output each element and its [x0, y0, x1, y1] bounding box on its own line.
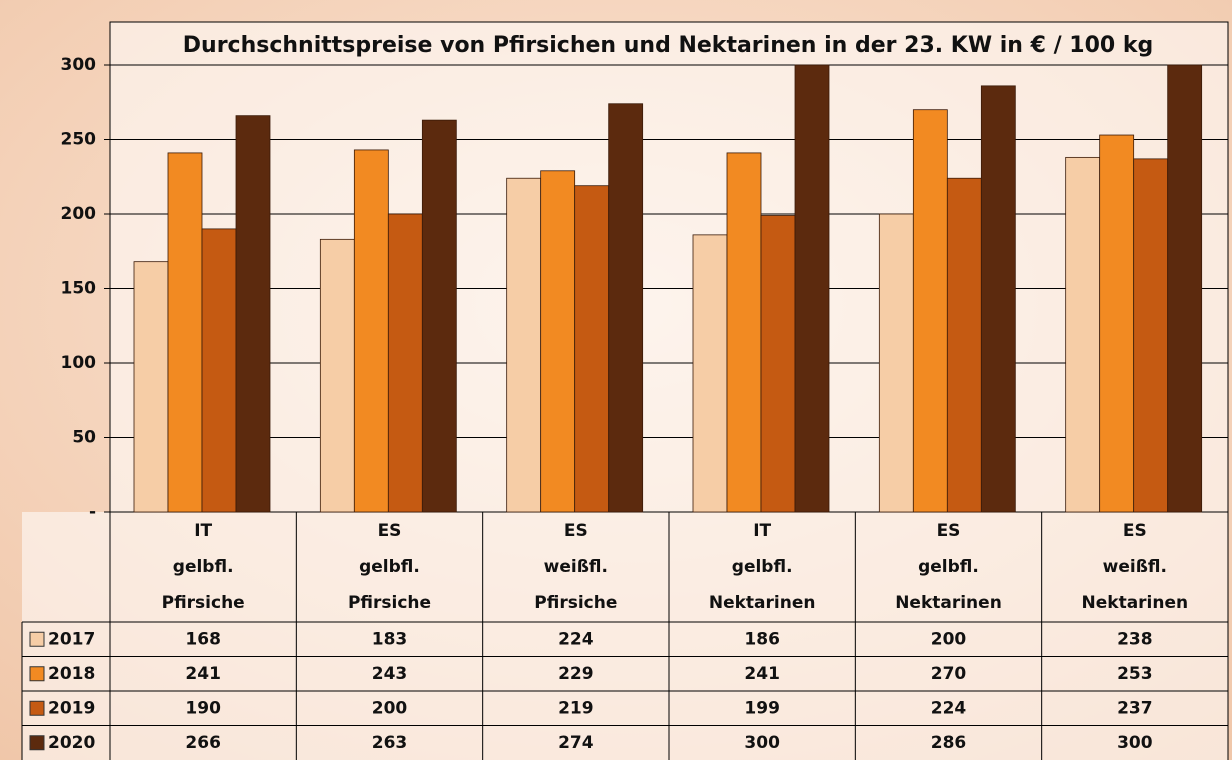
table-value: 237: [1117, 698, 1153, 718]
table-value: 200: [372, 698, 408, 718]
y-tick-label: 150: [61, 279, 97, 299]
x-tick-label: Pfirsiche: [534, 593, 617, 613]
bar: [168, 153, 202, 512]
table-value: 219: [558, 698, 594, 718]
y-tick-label: 50: [72, 428, 96, 448]
x-tick-label: ES: [564, 521, 588, 541]
table-value: 300: [1117, 733, 1153, 753]
bar: [981, 86, 1015, 512]
x-tick-label: gelbfl.: [173, 557, 234, 577]
bar: [575, 186, 609, 512]
bar: [1100, 135, 1134, 512]
table-value: 168: [185, 629, 221, 649]
table-value: 224: [558, 629, 594, 649]
bar: [913, 110, 947, 512]
bar: [727, 153, 761, 512]
x-tick-label: weißfl.: [544, 557, 608, 577]
bar: [388, 214, 422, 512]
table-value: 199: [744, 698, 780, 718]
bar: [1134, 159, 1168, 512]
chart: Durchschnittspreise von Pfirsichen und N…: [0, 0, 1232, 760]
bar: [422, 120, 456, 512]
y-tick-label: 300: [61, 55, 97, 75]
legend-swatch: [30, 701, 44, 715]
x-tick-label: IT: [753, 521, 771, 541]
table-value: 186: [744, 629, 780, 649]
x-tick-label: Pfirsiche: [348, 593, 431, 613]
x-tick-label: ES: [937, 521, 961, 541]
table-value: 266: [185, 733, 221, 753]
bar: [693, 235, 727, 512]
plot-area: [110, 22, 1228, 512]
bar: [609, 104, 643, 512]
table-value: 253: [1117, 664, 1153, 684]
legend-label: 2018: [48, 664, 95, 684]
bar: [354, 150, 388, 512]
bar: [761, 215, 795, 512]
table-value: 183: [372, 629, 408, 649]
bar: [134, 262, 168, 512]
y-tick-label: 250: [61, 130, 97, 150]
bar: [236, 116, 270, 512]
legend-swatch: [30, 736, 44, 750]
x-tick-label: Nektarinen: [895, 593, 1002, 613]
bar: [1066, 157, 1100, 512]
y-tick-label: 200: [61, 204, 97, 224]
table-value: 241: [744, 664, 780, 684]
table-value: 270: [931, 664, 967, 684]
bar: [1168, 65, 1202, 512]
x-tick-label: Nektarinen: [1082, 593, 1189, 613]
bar: [507, 178, 541, 512]
x-tick-label: gelbfl.: [918, 557, 979, 577]
table-value: 300: [744, 733, 780, 753]
x-tick-label: ES: [1123, 521, 1147, 541]
legend-swatch: [30, 632, 44, 646]
x-tick-label: gelbfl.: [359, 557, 420, 577]
bar: [320, 239, 354, 512]
table-value: 243: [372, 664, 408, 684]
x-tick-label: gelbfl.: [732, 557, 793, 577]
table-value: 238: [1117, 629, 1153, 649]
table-value: 241: [185, 664, 221, 684]
chart-title: Durchschnittspreise von Pfirsichen und N…: [183, 33, 1153, 58]
legend-swatch: [30, 667, 44, 681]
bar: [541, 171, 575, 512]
x-tick-label: weißfl.: [1103, 557, 1167, 577]
table-value: 274: [558, 733, 594, 753]
table-value: 229: [558, 664, 594, 684]
legend-label: 2020: [48, 733, 95, 753]
bar: [947, 178, 981, 512]
table-value: 190: [185, 698, 221, 718]
bar: [795, 65, 829, 512]
y-tick-label: -: [89, 502, 96, 522]
table-value: 263: [372, 733, 408, 753]
legend-label: 2019: [48, 698, 95, 718]
legend-label: 2017: [48, 629, 95, 649]
x-tick-label: Pfirsiche: [162, 593, 245, 613]
table-value: 286: [931, 733, 967, 753]
bar: [879, 214, 913, 512]
x-tick-label: Nektarinen: [709, 593, 816, 613]
table-value: 200: [931, 629, 967, 649]
x-tick-label: IT: [194, 521, 212, 541]
table-value: 224: [931, 698, 967, 718]
bar: [202, 229, 236, 512]
x-tick-label: ES: [378, 521, 402, 541]
y-tick-label: 100: [61, 353, 97, 373]
